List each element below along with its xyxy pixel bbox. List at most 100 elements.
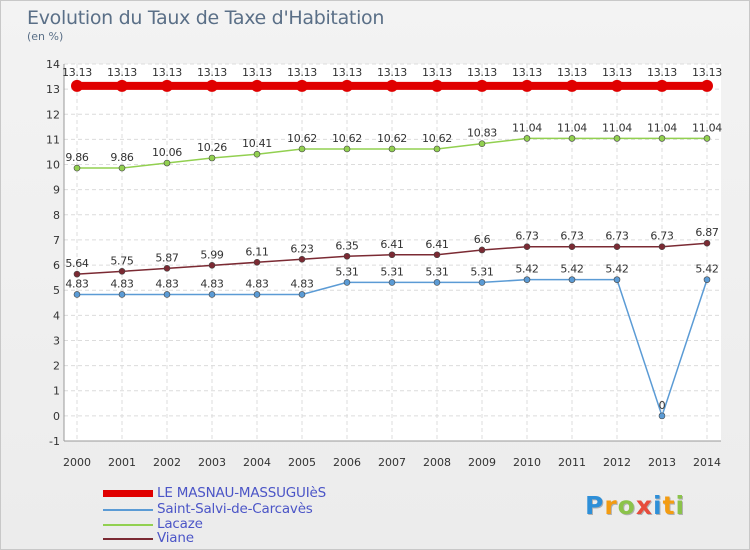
data-point-3 <box>523 243 531 251</box>
data-point-1 <box>163 291 171 298</box>
logo-letter: r <box>604 491 618 520</box>
data-label-0: 13.13 <box>467 66 497 79</box>
data-label-0: 13.13 <box>107 66 137 79</box>
data-point-3 <box>703 239 711 247</box>
data-label-3: 6.87 <box>695 226 719 239</box>
logo-letter: o <box>617 491 636 520</box>
data-label-3: 6.41 <box>425 238 448 251</box>
chart-subtitle: (en %) <box>27 30 64 43</box>
data-label-0: 13.13 <box>557 66 587 79</box>
data-label-0: 13.13 <box>512 66 542 79</box>
data-point-0 <box>251 79 263 92</box>
data-label-0: 13.13 <box>152 66 182 79</box>
data-point-1 <box>703 276 711 283</box>
data-label-2: 10.41 <box>242 137 272 150</box>
data-label-1: 4.83 <box>245 277 269 290</box>
x-tick-label: 2009 <box>468 456 496 469</box>
data-point-3 <box>388 251 396 259</box>
data-point-3 <box>658 243 666 251</box>
data-point-0 <box>386 79 398 92</box>
data-label-3: 5.75 <box>110 254 134 267</box>
data-label-2: 11.04 <box>557 121 587 134</box>
data-label-2: 10.62 <box>422 132 452 145</box>
data-point-2 <box>568 135 576 142</box>
data-label-0: 13.13 <box>647 66 677 79</box>
data-label-1: 4.83 <box>290 277 314 290</box>
x-tick-label: 2013 <box>648 456 676 469</box>
data-label-1: 5.31 <box>335 265 358 278</box>
data-point-0 <box>611 79 623 92</box>
data-point-1 <box>478 279 486 286</box>
data-point-1 <box>433 279 441 286</box>
data-point-3 <box>613 243 621 251</box>
data-label-3: 6.73 <box>560 230 584 243</box>
data-label-3: 6.6 <box>474 233 491 246</box>
data-label-3: 6.11 <box>245 245 268 258</box>
x-tick-label: 2011 <box>558 456 586 469</box>
data-point-1 <box>658 412 666 420</box>
data-point-2 <box>703 135 711 142</box>
data-point-2 <box>163 159 171 167</box>
data-label-3: 6.73 <box>650 230 674 243</box>
data-point-1 <box>523 276 531 283</box>
data-point-1 <box>568 276 576 283</box>
legend-swatch-3 <box>103 538 153 540</box>
legend-label-1: Saint-Salvi-de-Carcavès <box>157 501 313 517</box>
data-label-1: 5.42 <box>605 263 628 276</box>
legend-swatch-2 <box>103 524 153 526</box>
data-point-2 <box>523 135 531 142</box>
data-label-3: 6.73 <box>605 230 629 243</box>
data-point-3 <box>568 243 576 251</box>
data-label-3: 5.99 <box>200 248 224 261</box>
legend-label-3: Viane <box>157 530 194 546</box>
x-tick-label: 2010 <box>513 456 541 469</box>
data-point-0 <box>296 79 308 92</box>
x-tick-label: 2003 <box>198 456 226 469</box>
data-label-1: 4.83 <box>155 277 179 290</box>
y-tick-label: 5 <box>53 284 60 297</box>
data-point-3 <box>343 252 351 260</box>
data-point-0 <box>431 79 443 92</box>
data-label-0: 13.13 <box>692 66 722 79</box>
data-point-3 <box>163 265 171 272</box>
data-label-2: 9.86 <box>110 151 134 164</box>
data-point-0 <box>656 79 668 92</box>
data-point-1 <box>118 291 126 298</box>
data-label-3: 5.64 <box>65 257 89 270</box>
data-point-2 <box>613 135 621 142</box>
data-label-2: 11.04 <box>602 121 632 134</box>
data-point-0 <box>161 79 173 92</box>
data-label-1: 5.42 <box>515 263 538 276</box>
data-label-0: 13.13 <box>377 66 407 79</box>
data-point-3 <box>298 255 306 263</box>
legend-label-0: LE MASNAU-MASSUGUIèS <box>157 485 326 501</box>
data-point-0 <box>71 79 83 92</box>
data-point-1 <box>613 276 621 283</box>
y-tick-label: 1 <box>53 385 60 398</box>
y-tick-label: 4 <box>53 309 60 322</box>
data-point-1 <box>73 291 81 298</box>
x-tick-label: 2012 <box>603 456 631 469</box>
data-label-2: 10.06 <box>152 146 182 159</box>
data-point-3 <box>73 270 81 278</box>
data-label-2: 10.83 <box>467 127 497 140</box>
logo-letter: t <box>662 491 676 520</box>
data-point-2 <box>478 140 486 147</box>
chart-title: Evolution du Taux de Taxe d'Habitation <box>27 7 385 29</box>
data-point-0 <box>701 79 713 92</box>
data-point-2 <box>298 145 306 153</box>
x-tick-label: 2004 <box>243 456 271 469</box>
data-point-2 <box>343 145 351 153</box>
data-point-0 <box>206 79 218 92</box>
data-label-2: 9.86 <box>65 151 89 164</box>
y-tick-label: 7 <box>53 234 60 247</box>
logo-letter: i <box>675 491 686 520</box>
logo-letter: P <box>585 491 605 520</box>
legend-swatch-0 <box>103 490 153 497</box>
data-label-1: 5.42 <box>560 263 583 276</box>
x-tick-label: 2006 <box>333 456 361 469</box>
y-tick-label: 6 <box>53 259 60 272</box>
legend-label-2: Lacaze <box>157 516 203 532</box>
